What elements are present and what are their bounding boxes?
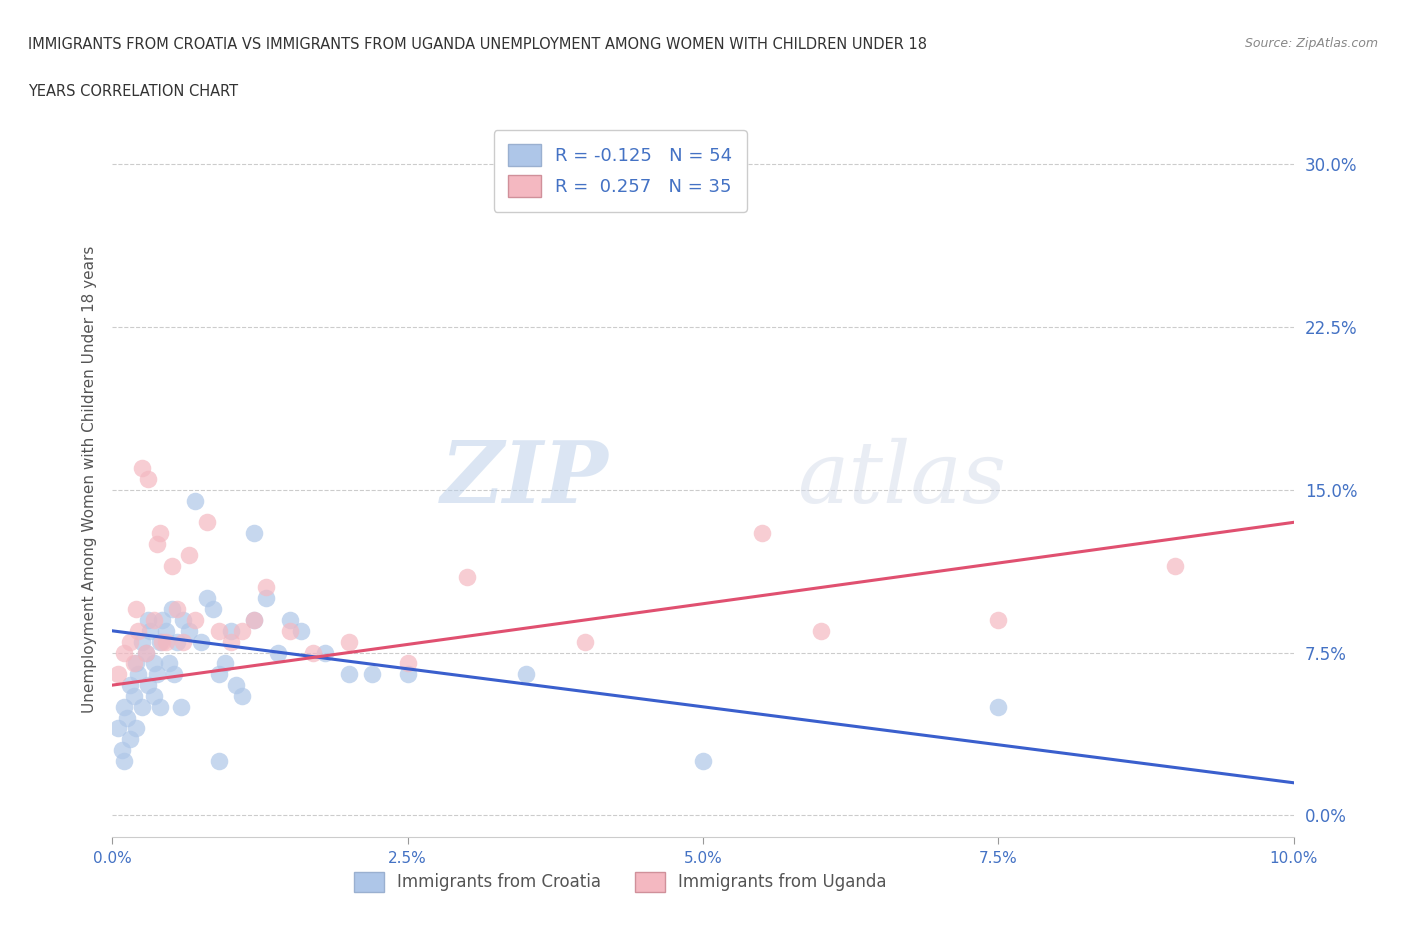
- Point: [122, 688, 145, 703]
- Point: [139, 623, 162, 638]
- Point: [243, 613, 266, 628]
- Point: [179, 548, 201, 563]
- Point: [120, 678, 142, 693]
- Point: [155, 634, 177, 649]
- Point: [163, 667, 186, 682]
- Point: [120, 732, 142, 747]
- Point: [146, 667, 169, 682]
- Point: [208, 753, 231, 768]
- Point: [142, 656, 165, 671]
- Y-axis label: Unemployment Among Women with Children Under 18 years: Unemployment Among Women with Children U…: [82, 246, 97, 712]
- Point: [692, 753, 714, 768]
- Point: [231, 688, 253, 703]
- Point: [122, 656, 145, 671]
- Point: [166, 634, 188, 649]
- Point: [219, 634, 242, 649]
- Point: [810, 623, 832, 638]
- Point: [112, 645, 135, 660]
- Point: [125, 656, 148, 671]
- Point: [131, 634, 153, 649]
- Point: [149, 525, 172, 540]
- Point: [208, 623, 231, 638]
- Point: [987, 613, 1010, 628]
- Point: [243, 525, 266, 540]
- Point: [146, 537, 169, 551]
- Point: [267, 645, 290, 660]
- Point: [184, 493, 207, 508]
- Point: [190, 634, 212, 649]
- Point: [208, 667, 231, 682]
- Point: [231, 623, 253, 638]
- Point: [396, 656, 419, 671]
- Point: [987, 699, 1010, 714]
- Point: [142, 688, 165, 703]
- Point: [254, 591, 277, 605]
- Point: [120, 634, 142, 649]
- Point: [127, 667, 149, 682]
- Point: [136, 472, 159, 486]
- Point: [214, 656, 236, 671]
- Text: Source: ZipAtlas.com: Source: ZipAtlas.com: [1244, 37, 1378, 50]
- Point: [166, 602, 188, 617]
- Point: [219, 623, 242, 638]
- Point: [142, 613, 165, 628]
- Point: [314, 645, 336, 660]
- Point: [290, 623, 312, 638]
- Point: [195, 515, 218, 530]
- Point: [131, 460, 153, 475]
- Point: [278, 623, 301, 638]
- Point: [172, 634, 194, 649]
- Point: [149, 699, 172, 714]
- Point: [195, 591, 218, 605]
- Point: [135, 645, 157, 660]
- Point: [125, 602, 148, 617]
- Point: [127, 623, 149, 638]
- Point: [337, 634, 360, 649]
- Point: [107, 667, 129, 682]
- Point: [112, 699, 135, 714]
- Point: [150, 634, 173, 649]
- Point: [184, 613, 207, 628]
- Point: [751, 525, 773, 540]
- Point: [135, 645, 157, 660]
- Text: IMMIGRANTS FROM CROATIA VS IMMIGRANTS FROM UGANDA UNEMPLOYMENT AMONG WOMEN WITH : IMMIGRANTS FROM CROATIA VS IMMIGRANTS FR…: [28, 37, 927, 52]
- Point: [574, 634, 596, 649]
- Text: YEARS CORRELATION CHART: YEARS CORRELATION CHART: [28, 84, 238, 99]
- Point: [112, 753, 135, 768]
- Point: [179, 623, 201, 638]
- Point: [396, 667, 419, 682]
- Point: [107, 721, 129, 736]
- Point: [201, 602, 224, 617]
- Point: [125, 721, 148, 736]
- Point: [172, 613, 194, 628]
- Point: [111, 743, 134, 758]
- Point: [149, 634, 172, 649]
- Point: [254, 580, 277, 595]
- Point: [160, 602, 183, 617]
- Point: [115, 711, 138, 725]
- Point: [131, 699, 153, 714]
- Point: [170, 699, 193, 714]
- Legend: Immigrants from Croatia, Immigrants from Uganda: Immigrants from Croatia, Immigrants from…: [346, 863, 894, 900]
- Point: [243, 613, 266, 628]
- Point: [361, 667, 384, 682]
- Text: atlas: atlas: [797, 438, 1007, 520]
- Point: [157, 656, 180, 671]
- Point: [155, 623, 177, 638]
- Point: [150, 613, 173, 628]
- Point: [225, 678, 247, 693]
- Point: [278, 613, 301, 628]
- Point: [302, 645, 325, 660]
- Point: [136, 678, 159, 693]
- Point: [337, 667, 360, 682]
- Point: [1164, 558, 1187, 573]
- Point: [136, 613, 159, 628]
- Point: [456, 569, 478, 584]
- Point: [160, 558, 183, 573]
- Point: [515, 667, 537, 682]
- Text: ZIP: ZIP: [440, 437, 609, 521]
